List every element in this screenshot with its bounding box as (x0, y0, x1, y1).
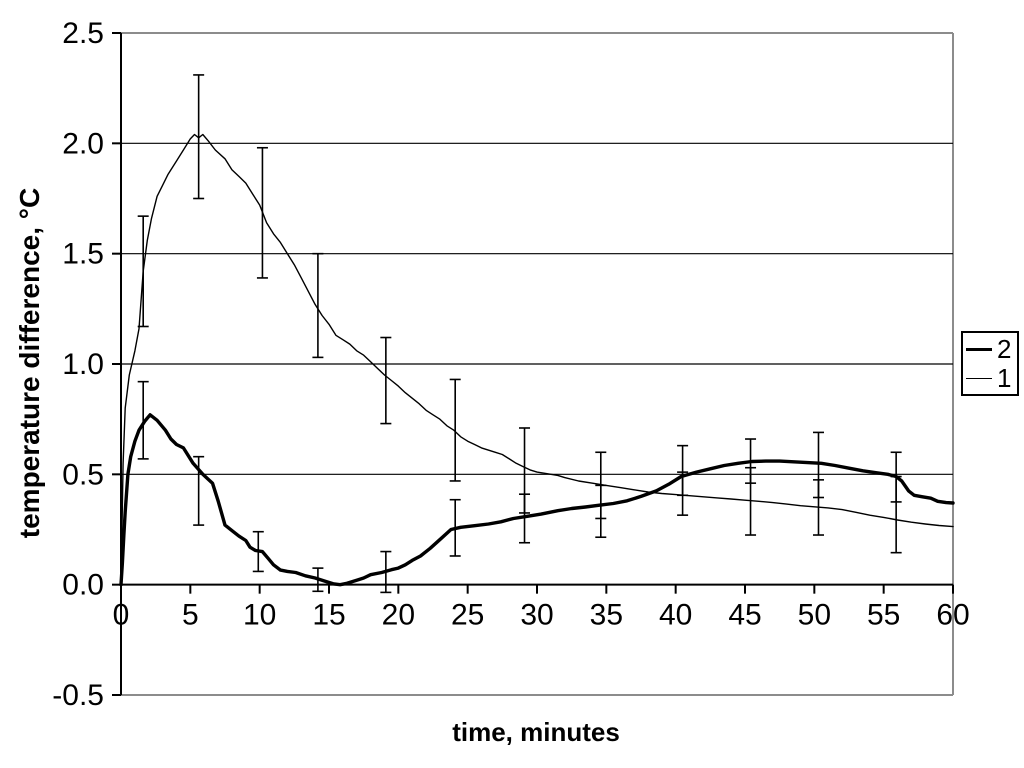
y-tick-label: 0.0 (62, 569, 104, 602)
x-tick-label: 15 (312, 599, 345, 632)
y-tick-label: 1.5 (62, 238, 104, 271)
series-1-line-swatch (966, 377, 992, 379)
x-tick-label: 60 (936, 599, 969, 632)
series-2-line-swatch (966, 347, 992, 351)
x-tick-label: 30 (520, 599, 553, 632)
x-tick-label: 45 (728, 599, 761, 632)
y-tick-label: -0.5 (52, 679, 104, 712)
x-tick-label: 50 (798, 599, 831, 632)
x-tick-label: 40 (659, 599, 692, 632)
x-axis-title: time, minutes (452, 717, 620, 747)
y-tick-label: 2.5 (62, 17, 104, 50)
y-tick-label: 0.5 (62, 458, 104, 491)
x-tick-label: 10 (243, 599, 276, 632)
legend-label-series-1: 1 (997, 363, 1012, 393)
legend-entry-series-2: 2 (966, 336, 1014, 362)
series-1-line (120, 133, 954, 586)
legend-entry-series-1: 1 (966, 365, 1014, 391)
x-tick-label: 35 (590, 599, 623, 632)
y-tick-label: 2.0 (62, 127, 104, 160)
x-tick-label: 55 (867, 599, 900, 632)
y-axis-title: temperature difference, °C (14, 187, 45, 539)
x-tick-label: 5 (182, 599, 199, 632)
legend: 2 1 (961, 331, 1019, 396)
x-tick-label: 20 (382, 599, 415, 632)
legend-label-series-2: 2 (997, 334, 1012, 364)
series-2-line (119, 413, 955, 587)
x-tick-label: 25 (451, 599, 484, 632)
y-tick-label: 1.0 (62, 348, 104, 381)
